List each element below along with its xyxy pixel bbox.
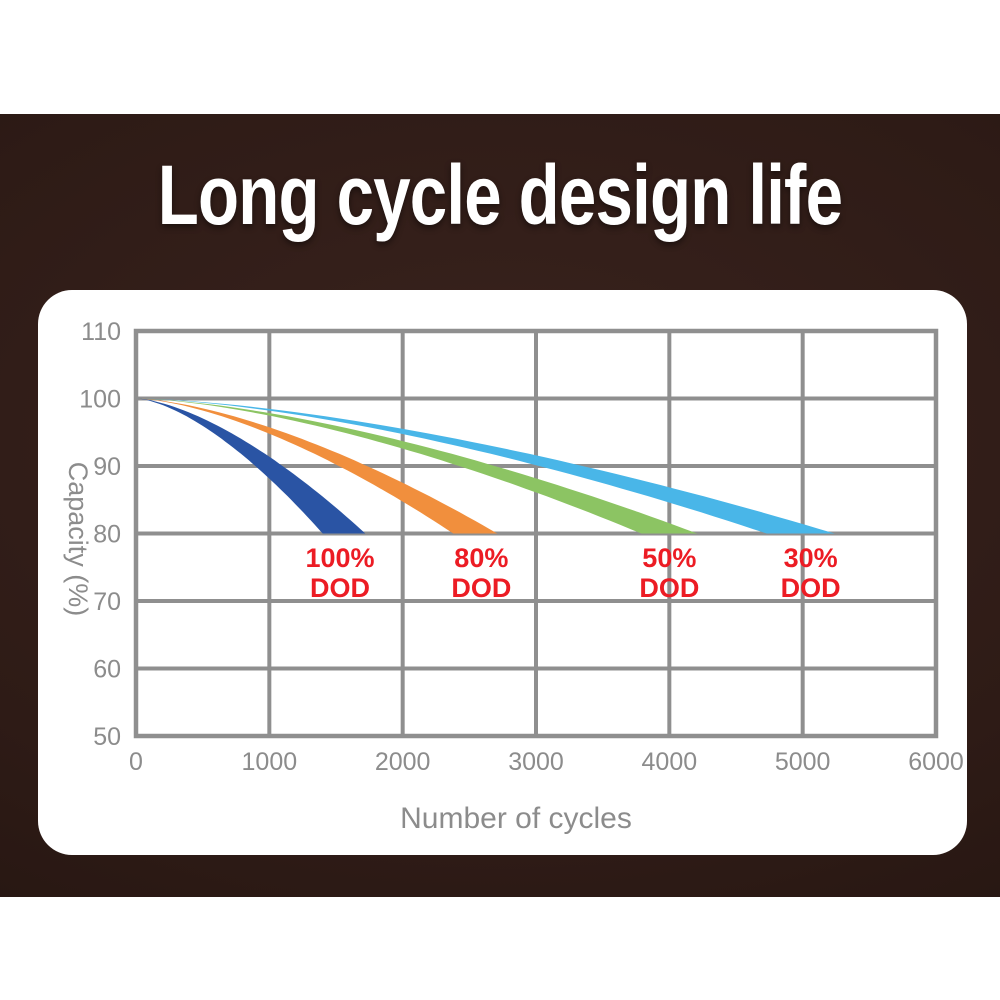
x-tick-label: 2000 (375, 748, 431, 776)
svg-text:DOD: DOD (310, 573, 370, 603)
svg-text:DOD: DOD (781, 573, 841, 603)
capacity-bands (136, 398, 835, 534)
y-tick-label: 70 (93, 588, 121, 616)
tick-labels: 110 100 90 80 70 60 50 0 1000 2000 3000 4000 5000 600… (79, 318, 964, 776)
y-tick-label: 60 (93, 656, 121, 684)
band-30-dod (136, 398, 835, 534)
x-axis-title: Number of cycles (400, 802, 632, 835)
x-tick-label: 3000 (508, 748, 564, 776)
x-tick-label: 6000 (908, 748, 964, 776)
svg-text:100%: 100% (305, 543, 374, 573)
svg-text:30%: 30% (784, 543, 838, 573)
capacity-vs-cycles-chart: 110 100 90 80 70 60 50 0 1000 2000 3000 4000 5000 600… (63, 318, 964, 835)
svg-text:50%: 50% (642, 543, 696, 573)
page-title: Long cycle design life (157, 148, 843, 242)
band-100-dod (136, 398, 366, 534)
x-tick-label: 0 (129, 748, 143, 776)
x-tick-label: 5000 (775, 748, 831, 776)
svg-text:DOD: DOD (639, 573, 699, 603)
y-tick-label: 90 (93, 453, 121, 481)
x-tick-label: 1000 (242, 748, 298, 776)
y-tick-label: 100 (79, 386, 121, 414)
y-tick-label: 80 (93, 521, 121, 549)
svg-text:80%: 80% (454, 543, 508, 573)
plot-frame (133, 328, 939, 739)
annotation-80-dod: 80%DOD (451, 543, 511, 603)
annotation-50-dod: 50%DOD (639, 543, 699, 603)
y-tick-label: 110 (81, 318, 121, 346)
annotation-30-dod: 30%DOD (781, 543, 841, 603)
svg-text:DOD: DOD (451, 573, 511, 603)
annotation-100-dod: 100%DOD (305, 543, 374, 603)
y-tick-label: 50 (93, 723, 121, 751)
band-50-dod (136, 398, 698, 534)
band-80-dod (136, 398, 498, 534)
y-axis-title: Capacity (%) (63, 462, 93, 617)
chart-card: 110 100 90 80 70 60 50 0 1000 2000 3000 4000 5000 600… (38, 290, 967, 855)
x-tick-label: 4000 (642, 748, 698, 776)
